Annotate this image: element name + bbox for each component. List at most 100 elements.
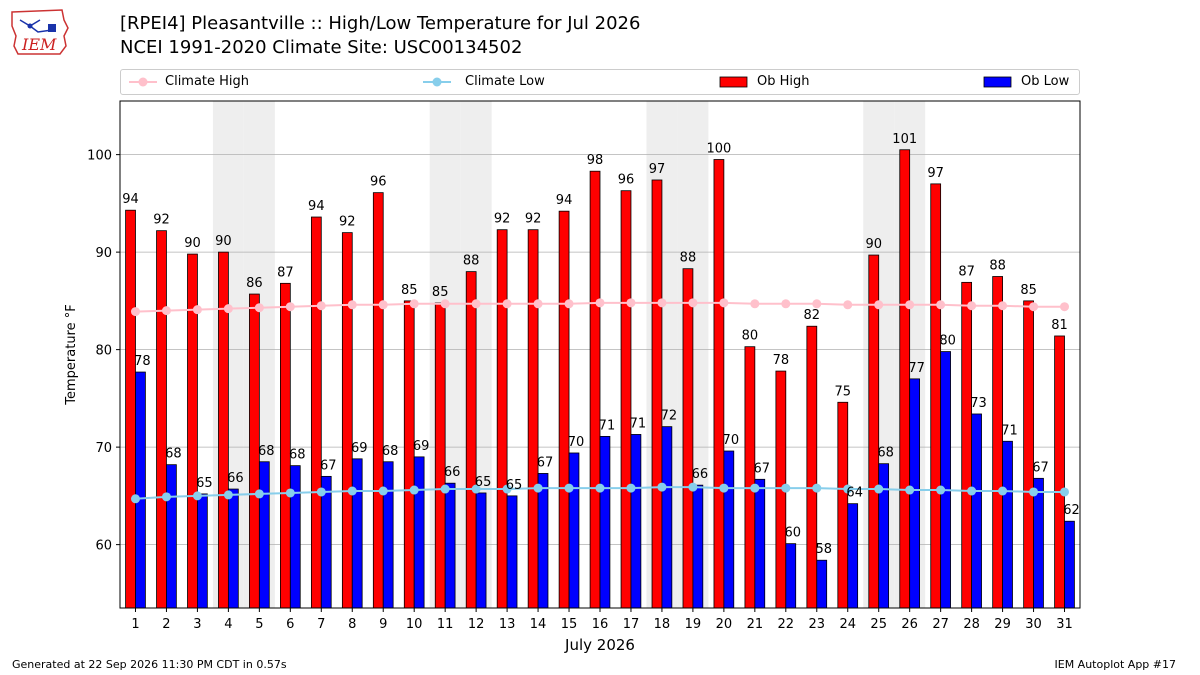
legend: Climate High Climate Low Ob High Ob Low bbox=[120, 69, 1080, 95]
ob-high-label-3: 90 bbox=[184, 236, 201, 251]
ob-high-bar-23 bbox=[806, 325, 818, 609]
x-tick-label-1: 1 bbox=[131, 617, 139, 632]
title-line-2: NCEI 1991-2020 Climate Site: USC00134502 bbox=[120, 37, 523, 58]
ob-high-label-28: 87 bbox=[958, 264, 975, 279]
ob-high-label-9: 96 bbox=[370, 175, 387, 190]
x-tick-label-13: 13 bbox=[499, 617, 516, 632]
ob-high-bar-19 bbox=[682, 268, 694, 609]
ob-high-label-13: 92 bbox=[494, 212, 511, 227]
ob-low-label-25: 68 bbox=[877, 446, 894, 461]
x-tick-label-30: 30 bbox=[1025, 617, 1042, 632]
ob-low-label-31: 62 bbox=[1063, 503, 1080, 518]
ob-high-label-24: 75 bbox=[835, 384, 852, 399]
ob-low-bar-5 bbox=[258, 461, 270, 609]
y-tick-label-70: 70 bbox=[95, 441, 112, 456]
ob-low-label-24: 64 bbox=[846, 486, 863, 501]
ob-low-label-19: 66 bbox=[692, 467, 709, 482]
ob-high-label-12: 88 bbox=[463, 254, 480, 269]
climate-high-point-27 bbox=[936, 300, 946, 310]
x-tick-label-17: 17 bbox=[623, 617, 640, 632]
app-credit: IEM Autoplot App #17 bbox=[1054, 658, 1177, 671]
ob-high-bar-31 bbox=[1054, 335, 1065, 609]
x-tick-label-15: 15 bbox=[561, 617, 578, 632]
x-tick-label-18: 18 bbox=[654, 617, 671, 632]
climate-high-point-13 bbox=[502, 299, 512, 309]
climate-low-point-17 bbox=[626, 483, 636, 493]
ob-high-bar-29 bbox=[992, 276, 1003, 609]
climate-high-point-4 bbox=[223, 304, 233, 314]
ob-high-bar-6 bbox=[280, 282, 291, 609]
ob-high-bar-16 bbox=[589, 170, 601, 609]
ob-high-label-14: 92 bbox=[525, 212, 542, 227]
climate-high-point-15 bbox=[564, 299, 574, 309]
ob-low-bar-2 bbox=[166, 464, 177, 609]
climate-low-point-5 bbox=[254, 489, 264, 499]
x-tick-label-2: 2 bbox=[162, 617, 170, 632]
ob-high-bar-18 bbox=[651, 179, 663, 609]
ob-high-bar-26 bbox=[899, 149, 911, 609]
climate-low-point-16 bbox=[595, 483, 605, 493]
ob-low-label-2: 68 bbox=[165, 447, 182, 462]
y-axis-label: Temperature °F bbox=[64, 304, 79, 405]
ob-low-bar-1 bbox=[135, 371, 146, 609]
ob-high-bar-15 bbox=[558, 210, 570, 609]
ob-low-bar-19 bbox=[692, 484, 704, 609]
ob-high-label-4: 90 bbox=[215, 234, 232, 249]
ob-low-label-29: 71 bbox=[1001, 423, 1018, 438]
ob-low-label-28: 73 bbox=[970, 396, 987, 411]
ob-low-bar-20 bbox=[723, 450, 735, 609]
x-tick-label-23: 23 bbox=[809, 617, 826, 632]
x-tick-label-22: 22 bbox=[778, 617, 795, 632]
climate-low-point-20 bbox=[719, 483, 729, 493]
ob-high-bar-17 bbox=[620, 190, 632, 609]
ob-high-bar-8 bbox=[341, 232, 353, 609]
x-tick-label-9: 9 bbox=[379, 617, 387, 632]
climate-low-point-31 bbox=[1060, 487, 1070, 497]
ob-low-bar-9 bbox=[382, 461, 394, 609]
ob-high-bar-28 bbox=[961, 281, 973, 609]
x-tick-label-31: 31 bbox=[1056, 617, 1073, 632]
climate-lines bbox=[130, 298, 1070, 504]
ob-high-label-22: 78 bbox=[773, 353, 790, 368]
ob-low-bar-6 bbox=[289, 465, 301, 609]
climate-low-point-19 bbox=[688, 482, 698, 492]
ob-low-bar-8 bbox=[351, 458, 363, 609]
ob-high-bar-11 bbox=[434, 302, 446, 609]
ob-low-bar-11 bbox=[444, 482, 456, 609]
climate-high-point-3 bbox=[192, 305, 202, 315]
ob-high-label-16: 98 bbox=[587, 153, 604, 168]
climate-low-point-3 bbox=[192, 491, 202, 501]
climate-high-point-2 bbox=[161, 306, 171, 316]
ob-high-bar-30 bbox=[1023, 300, 1034, 609]
ob-low-bar-12 bbox=[475, 492, 487, 609]
climate-low-point-6 bbox=[285, 488, 295, 498]
ob-low-label-16: 71 bbox=[599, 418, 616, 433]
x-tick-label-16: 16 bbox=[592, 617, 609, 632]
y-tick-label-60: 60 bbox=[95, 539, 112, 554]
ob-low-label-18: 72 bbox=[661, 409, 678, 424]
x-tick-label-28: 28 bbox=[963, 617, 980, 632]
x-tick-label-8: 8 bbox=[348, 617, 356, 632]
y-tick-label-90: 90 bbox=[95, 246, 112, 261]
ob-low-bar-13 bbox=[506, 495, 518, 609]
climate-high-point-29 bbox=[998, 301, 1008, 311]
ob-high-label-10: 85 bbox=[401, 283, 418, 298]
title-line-1: [RPEI4] Pleasantville :: High/Low Temper… bbox=[120, 13, 641, 34]
climate-high-point-18 bbox=[657, 298, 667, 308]
ob-low-label-26: 77 bbox=[908, 361, 925, 376]
ob-low-label-21: 67 bbox=[754, 461, 771, 476]
x-tick-label-7: 7 bbox=[317, 617, 325, 632]
ob-high-label-5: 86 bbox=[246, 276, 263, 291]
climate-low-point-18 bbox=[657, 482, 667, 492]
ob-low-bar-27 bbox=[940, 351, 951, 609]
ob-low-bar-14 bbox=[537, 473, 549, 609]
ob-high-bar-10 bbox=[403, 300, 415, 609]
ob-high-label-18: 97 bbox=[649, 162, 666, 177]
climate-low-point-8 bbox=[347, 486, 357, 496]
x-tick-label-14: 14 bbox=[530, 617, 547, 632]
x-tick-label-11: 11 bbox=[437, 617, 454, 632]
ob-low-bar-3 bbox=[197, 493, 208, 609]
ob-high-label-17: 96 bbox=[618, 173, 635, 188]
ob-high-bar-12 bbox=[465, 271, 477, 609]
